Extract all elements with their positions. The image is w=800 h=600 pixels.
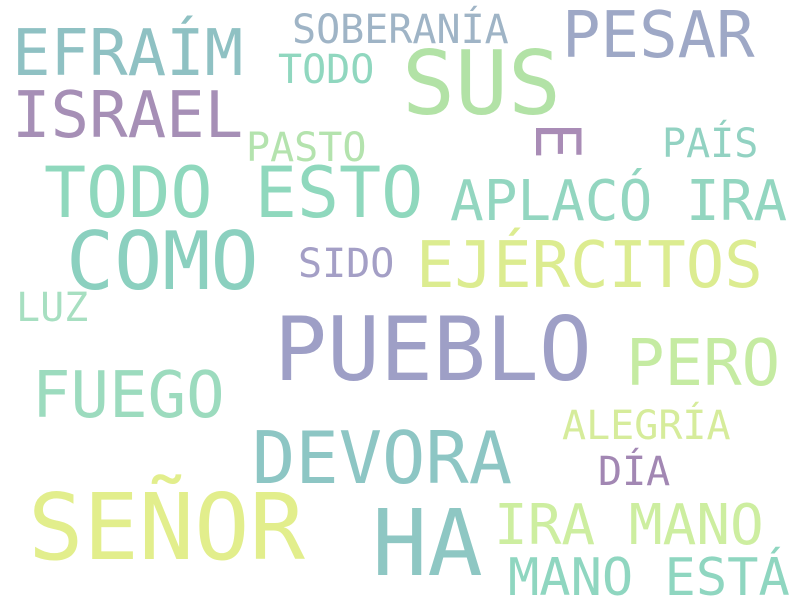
word-ejercitos: EJÉRCITOS: [416, 229, 763, 303]
word-devora: DEVORA: [252, 416, 513, 500]
word-fuego: FUEGO: [32, 359, 225, 433]
word-mano-esta: MANO ESTÁ: [508, 548, 790, 600]
word-pesar: PESAR: [562, 0, 755, 73]
word-luz: LUZ: [16, 285, 89, 331]
word-e-vertical: E: [521, 122, 594, 160]
word-senor: SEÑOR: [28, 474, 305, 581]
word-pueblo: PUEBLO: [274, 298, 592, 401]
word-pasto: PASTO: [246, 125, 367, 171]
word-pais: PAÍS: [662, 121, 759, 167]
word-israel: ISRAEL: [12, 79, 244, 153]
word-alegria: ALEGRÍA: [562, 403, 731, 449]
word-ira-mano: IRA MANO: [494, 493, 764, 558]
word-como: COMO: [66, 215, 259, 308]
word-aplaco-ira: APLACÓ IRA: [450, 169, 788, 234]
word-todo-small: TODO: [278, 47, 375, 93]
word-sido: SIDO: [298, 241, 395, 287]
word-dia: DÍA: [598, 449, 671, 495]
word-todo-esto: TODO ESTO: [44, 152, 424, 234]
word-ha: HA: [372, 490, 483, 597]
word-pero: PERO: [626, 327, 781, 401]
word-efraim: EFRAÍM: [12, 17, 244, 91]
word-soberania: SOBERANÍA: [292, 7, 509, 53]
word-sus: SUS: [402, 32, 561, 135]
